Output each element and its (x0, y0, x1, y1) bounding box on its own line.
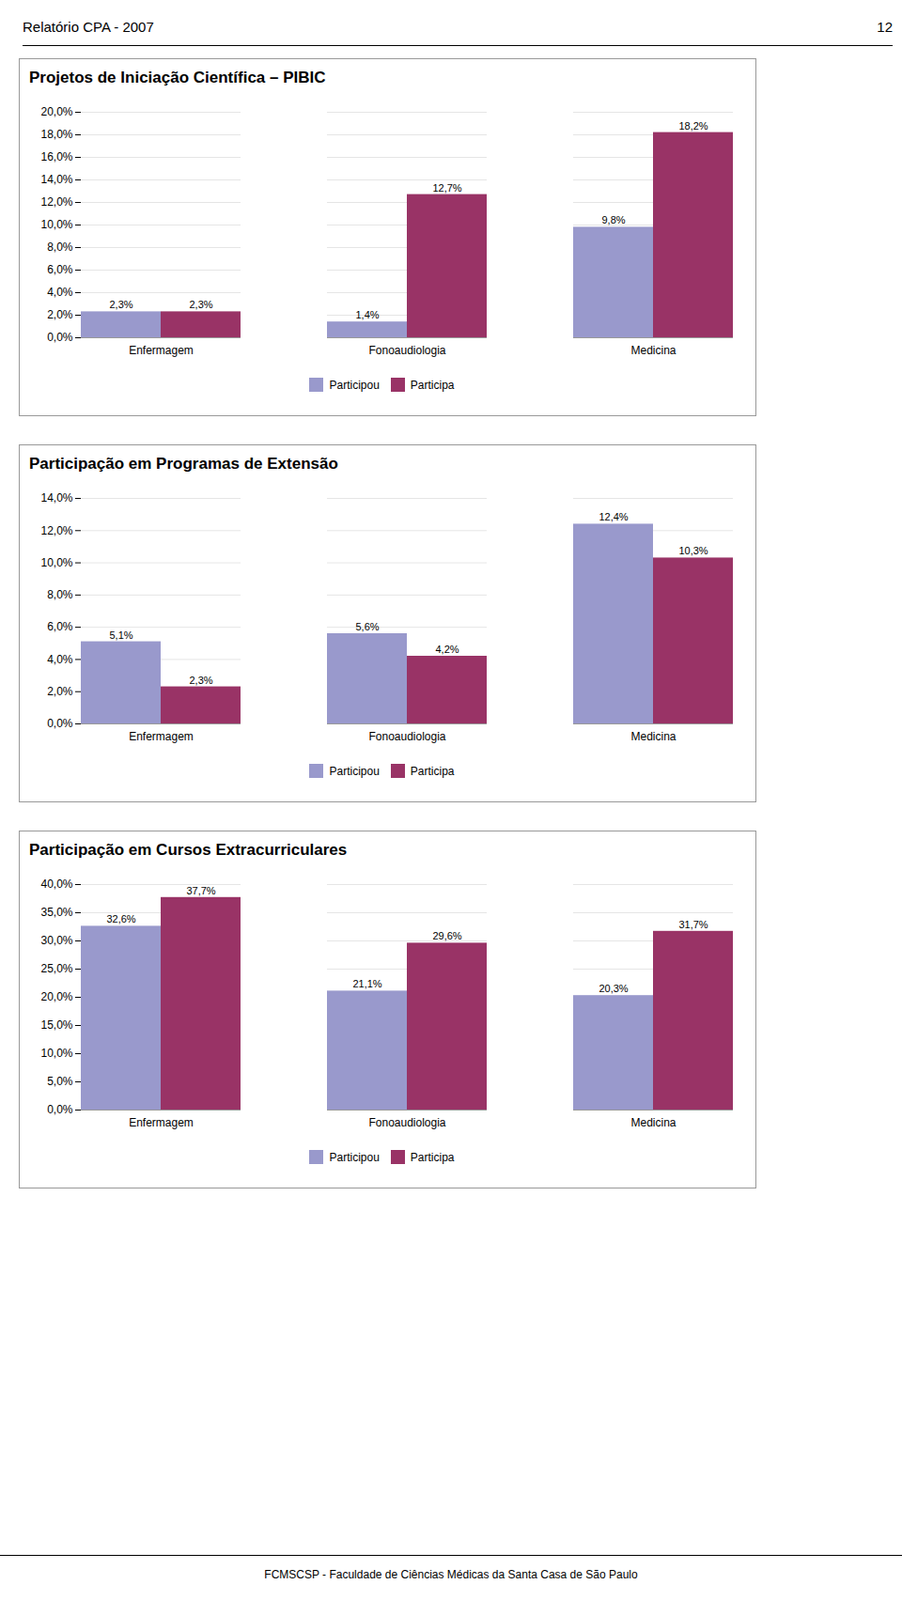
svg-text:5,0%: 5,0% (46, 1074, 74, 1089)
svg-text:12,4%: 12,4% (598, 511, 628, 523)
svg-text:5,1%: 5,1% (108, 629, 133, 641)
svg-text:10,0%: 10,0% (40, 217, 73, 232)
html-text:Participou: Participou (329, 764, 380, 778)
svg-text:Enfermagem: Enfermagem (128, 1116, 194, 1130)
svg-text:14,0%: 14,0% (40, 172, 73, 187)
svg-text:25,0%: 25,0% (40, 962, 73, 976)
svg-text:12,0%: 12,0% (40, 524, 73, 538)
svg-text:Fonoaudiologia: Fonoaudiologia (368, 730, 446, 744)
svg-text:Enfermagem: Enfermagem (128, 343, 194, 358)
html-text:12: 12 (876, 18, 893, 35)
svg-text:40,0%: 40,0% (40, 877, 73, 891)
svg-text:2,0%: 2,0% (46, 308, 74, 322)
svg-text:12,0%: 12,0% (40, 195, 73, 209)
svg-text:18,0%: 18,0% (40, 127, 73, 141)
html-text:Participação em Cursos Extracu: Participação em Cursos Extracurriculares (29, 840, 347, 859)
svg-text:2,3%: 2,3% (188, 298, 213, 311)
svg-text:14,0%: 14,0% (40, 491, 73, 505)
svg-text:10,0%: 10,0% (40, 1046, 73, 1060)
svg-text:8,0%: 8,0% (46, 240, 74, 254)
svg-text:32,6%: 32,6% (106, 913, 136, 925)
svg-text:Fonoaudiologia: Fonoaudiologia (368, 1116, 446, 1130)
svg-text:20,0%: 20,0% (40, 990, 73, 1004)
html-text:Projetos de Iniciação Científi: Projetos de Iniciação Científica – PIBIC (29, 68, 326, 87)
svg-text:4,0%: 4,0% (46, 653, 74, 667)
svg-text:5,6%: 5,6% (355, 621, 379, 633)
html-text:Participa: Participa (410, 764, 455, 778)
html-text:Participou: Participou (329, 378, 380, 392)
svg-text:31,7%: 31,7% (678, 918, 708, 931)
svg-text:2,3%: 2,3% (188, 674, 213, 686)
svg-text:Enfermagem: Enfermagem (128, 730, 194, 744)
svg-text:10,0%: 10,0% (40, 556, 73, 570)
svg-text:20,0%: 20,0% (40, 105, 73, 119)
svg-text:18,2%: 18,2% (678, 120, 708, 132)
svg-text:21,1%: 21,1% (352, 978, 382, 990)
svg-text:8,0%: 8,0% (46, 588, 74, 602)
svg-text:6,0%: 6,0% (46, 263, 74, 277)
svg-text:0,0%: 0,0% (46, 330, 74, 344)
html-text:FCMSCSP - Faculdade de Ciência: FCMSCSP - Faculdade de Ciências Médicas … (264, 1568, 638, 1582)
svg-text:9,8%: 9,8% (601, 214, 625, 226)
html-text:Participa: Participa (410, 1150, 455, 1164)
svg-text:Medicina: Medicina (630, 730, 676, 744)
svg-text:10,3%: 10,3% (678, 544, 708, 557)
svg-text:1,4%: 1,4% (355, 309, 379, 321)
svg-text:20,3%: 20,3% (598, 982, 628, 995)
html-text:Participa: Participa (410, 378, 455, 392)
svg-text:Medicina: Medicina (630, 343, 676, 358)
svg-text:37,7%: 37,7% (186, 885, 216, 897)
svg-text:4,0%: 4,0% (46, 285, 74, 299)
html-text:Participou: Participou (329, 1150, 380, 1164)
svg-text:0,0%: 0,0% (46, 1103, 74, 1117)
svg-text:35,0%: 35,0% (40, 905, 73, 919)
svg-text:Medicina: Medicina (630, 1116, 676, 1130)
svg-text:Fonoaudiologia: Fonoaudiologia (368, 343, 446, 358)
svg-text:29,6%: 29,6% (432, 930, 462, 942)
html-text:Relatório CPA - 2007: Relatório CPA - 2007 (22, 18, 154, 35)
svg-text:4,2%: 4,2% (435, 643, 459, 655)
html-text:Participação em Programas de E: Participação em Programas de Extensão (29, 454, 339, 473)
svg-text:2,0%: 2,0% (46, 684, 74, 699)
svg-text:6,0%: 6,0% (46, 620, 74, 634)
svg-text:15,0%: 15,0% (40, 1018, 73, 1032)
svg-text:12,7%: 12,7% (432, 182, 462, 194)
svg-text:2,3%: 2,3% (108, 298, 133, 311)
svg-text:0,0%: 0,0% (46, 716, 74, 731)
svg-text:30,0%: 30,0% (40, 933, 73, 948)
svg-text:16,0%: 16,0% (40, 150, 73, 164)
